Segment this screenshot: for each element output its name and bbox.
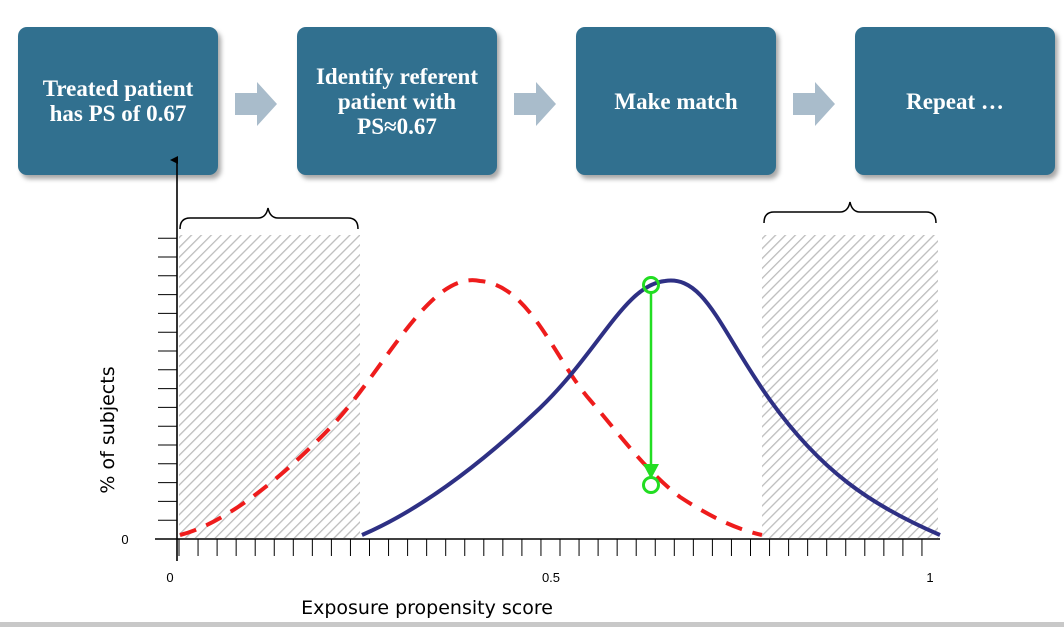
step-box-match: Make match: [576, 27, 776, 175]
step-label: Treated patient has PS of 0.67: [42, 76, 194, 126]
y-zero-label: 0: [121, 532, 128, 547]
step-box-identify: Identify referent patient with PS≈0.67: [297, 27, 497, 175]
right-chevron-arrow-icon: [514, 82, 556, 126]
treated-distribution-curve: [361, 278, 941, 537]
step-label: Repeat …: [906, 88, 1004, 114]
curly-brace-icon: [179, 207, 359, 230]
x-axis-ticks: [178, 539, 923, 556]
curly-brace-icon: [763, 201, 937, 224]
down-arrow-icon: [643, 464, 659, 479]
y-axis-title: % of subjects: [97, 366, 119, 493]
step-label: Identify referent patient with PS≈0.67: [315, 63, 479, 139]
x-tick-label-0: 0: [166, 570, 173, 585]
x-tick-label-half: 0.5: [542, 570, 560, 585]
excluded-region-right: [762, 235, 938, 538]
step-box-repeat: Repeat …: [855, 27, 1055, 175]
bottom-divider: [0, 622, 1064, 627]
right-chevron-arrow-icon: [793, 82, 835, 126]
y-axis-ticks: [158, 237, 177, 540]
right-chevron-arrow-icon: [235, 82, 277, 126]
treated-patient-marker: [642, 276, 660, 294]
x-axis-title: Exposure propensity score: [301, 597, 553, 619]
x-tick-label-1: 1: [926, 570, 933, 585]
excluded-region-left: [179, 235, 360, 538]
step-box-treated: Treated patient has PS of 0.67: [18, 27, 218, 175]
referent-patient-marker: [642, 476, 660, 494]
step-label: Make match: [614, 88, 738, 114]
referent-distribution-curve: [179, 278, 763, 537]
